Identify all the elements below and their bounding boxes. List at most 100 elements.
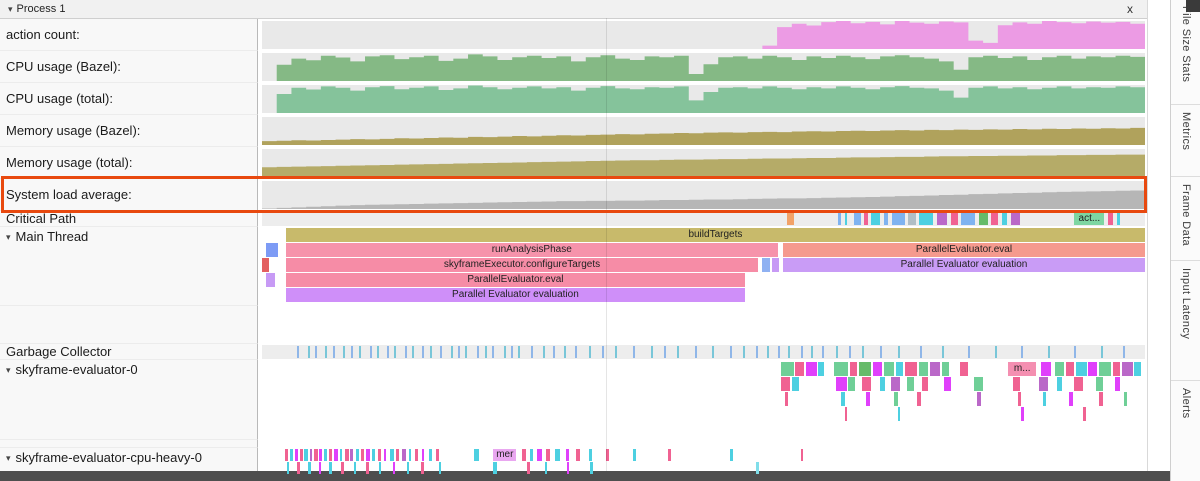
garbage-collector-track[interactable]	[258, 344, 1147, 360]
cpu-heavy-slice[interactable]	[299, 449, 303, 461]
gc-tick[interactable]	[542, 346, 545, 358]
flame-slice[interactable]: buildTargets	[285, 228, 1145, 242]
cpu-heavy-slice[interactable]	[408, 449, 412, 461]
cpu-heavy-slice[interactable]	[800, 449, 804, 461]
tab-metrics[interactable]: Metrics	[1180, 112, 1192, 151]
cpu-heavy-slice[interactable]	[402, 449, 406, 461]
skyframe-evaluator-cpu-heavy-0-track[interactable]: mer	[258, 448, 1147, 474]
gc-tick[interactable]	[1074, 346, 1077, 358]
critical-path-slice[interactable]	[978, 213, 988, 225]
gc-tick[interactable]	[663, 346, 666, 358]
cpu-heavy-slice[interactable]	[350, 449, 353, 461]
cpu-heavy-slice[interactable]	[318, 462, 322, 474]
gc-tick[interactable]	[601, 346, 604, 358]
gc-tick[interactable]	[359, 346, 362, 358]
gc-tick[interactable]	[531, 346, 534, 358]
cpu-heavy-slice[interactable]	[286, 462, 290, 474]
evaluator0-slice[interactable]	[894, 392, 898, 406]
tab-input-latency[interactable]: Input Latency	[1180, 268, 1192, 340]
evaluator0-slice[interactable]	[784, 392, 789, 406]
evaluator0-slice[interactable]	[906, 377, 914, 391]
evaluator0-slice[interactable]	[943, 377, 951, 391]
cpu-heavy-slice[interactable]	[756, 462, 760, 474]
evaluator0-slice[interactable]	[1069, 392, 1073, 406]
critical-path-slice[interactable]	[871, 213, 881, 225]
gc-tick[interactable]	[575, 346, 578, 358]
cpu-heavy-slice[interactable]	[406, 462, 410, 474]
cpu-heavy-slice[interactable]	[729, 449, 733, 461]
flame-slice[interactable]	[761, 258, 770, 272]
evaluator0-slice[interactable]	[781, 377, 791, 391]
critical-path-slice[interactable]	[883, 213, 889, 225]
collapse-arrow-icon[interactable]: ▾	[6, 453, 11, 463]
evaluator0-slice[interactable]	[973, 377, 983, 391]
critical-path-slice[interactable]	[1107, 213, 1114, 225]
evaluator0-slice[interactable]	[791, 377, 799, 391]
cpu-heavy-slice[interactable]: mer	[493, 449, 517, 461]
flame-slice[interactable]: Parallel Evaluator evaluation	[285, 288, 745, 302]
cpu-heavy-slice[interactable]	[526, 462, 530, 474]
evaluator0-slice[interactable]	[865, 392, 870, 406]
evaluator0-slice[interactable]	[1076, 362, 1087, 376]
gc-tick[interactable]	[767, 346, 770, 358]
cpu-heavy-slice[interactable]	[339, 449, 343, 461]
evaluator0-slice[interactable]	[1017, 392, 1022, 406]
evaluator0-slice[interactable]	[1040, 362, 1052, 376]
evaluator0-slice[interactable]	[781, 362, 794, 376]
gc-tick[interactable]	[314, 346, 317, 358]
cpu-heavy-slice[interactable]	[590, 462, 594, 474]
gc-tick[interactable]	[450, 346, 453, 358]
evaluator0-slice[interactable]	[1083, 407, 1086, 421]
gc-tick[interactable]	[343, 346, 346, 358]
cpu-heavy-slice[interactable]	[378, 462, 382, 474]
cpu-heavy-slice[interactable]	[341, 462, 345, 474]
tab-frame-data[interactable]: Frame Data	[1180, 184, 1192, 247]
cpu-heavy-slice[interactable]	[319, 449, 323, 461]
gc-tick[interactable]	[412, 346, 415, 358]
evaluator0-slice[interactable]	[873, 362, 882, 376]
gc-tick[interactable]	[650, 346, 653, 358]
cpu-heavy-slice[interactable]	[290, 449, 293, 461]
cpu-heavy-slice[interactable]	[546, 449, 550, 461]
evaluator0-slice[interactable]	[883, 362, 895, 376]
cpu-heavy-slice[interactable]	[345, 449, 349, 461]
gc-tick[interactable]	[394, 346, 397, 358]
cpu-heavy-slice[interactable]	[366, 449, 370, 461]
cpu-heavy-slice[interactable]	[606, 449, 609, 461]
cpu-heavy-slice[interactable]	[414, 449, 419, 461]
critical-path-slice[interactable]	[991, 213, 999, 225]
evaluator0-slice[interactable]	[959, 362, 969, 376]
gc-tick[interactable]	[465, 346, 468, 358]
gc-tick[interactable]	[421, 346, 424, 358]
evaluator0-slice[interactable]	[917, 392, 921, 406]
gc-tick[interactable]	[1047, 346, 1050, 358]
gc-tick[interactable]	[1021, 346, 1024, 358]
counter-mem_bazel-track[interactable]	[258, 115, 1147, 147]
evaluator0-slice[interactable]	[1114, 377, 1121, 391]
gc-tick[interactable]	[297, 346, 300, 358]
critical-path-slice[interactable]	[961, 213, 976, 225]
gc-tick[interactable]	[994, 346, 997, 358]
gc-tick[interactable]	[405, 346, 408, 358]
evaluator0-slice[interactable]	[929, 362, 941, 376]
counter-cpu_bazel-track[interactable]	[258, 51, 1147, 83]
flame-slice[interactable]: Parallel Evaluator evaluation	[782, 258, 1145, 272]
evaluator0-slice[interactable]	[1095, 377, 1103, 391]
collapse-arrow-icon[interactable]: ▾	[6, 365, 11, 375]
critical-path-slice[interactable]	[892, 213, 905, 225]
collapse-arrow-icon[interactable]: ▾	[6, 232, 11, 242]
evaluator0-slice[interactable]	[834, 362, 849, 376]
evaluator0-slice[interactable]	[897, 407, 901, 421]
gc-tick[interactable]	[588, 346, 591, 358]
gc-tick[interactable]	[677, 346, 679, 358]
cpu-heavy-slice[interactable]	[309, 449, 313, 461]
cpu-heavy-slice[interactable]	[566, 462, 570, 474]
cpu-heavy-slice[interactable]	[435, 449, 439, 461]
evaluator0-slice[interactable]	[1065, 362, 1075, 376]
flame-slice[interactable]	[266, 273, 276, 287]
cpu-heavy-slice[interactable]	[304, 449, 308, 461]
tab-alerts[interactable]: Alerts	[1180, 388, 1192, 419]
evaluator0-slice[interactable]	[844, 407, 848, 421]
evaluator0-slice[interactable]	[1012, 377, 1020, 391]
gc-tick[interactable]	[800, 346, 803, 358]
